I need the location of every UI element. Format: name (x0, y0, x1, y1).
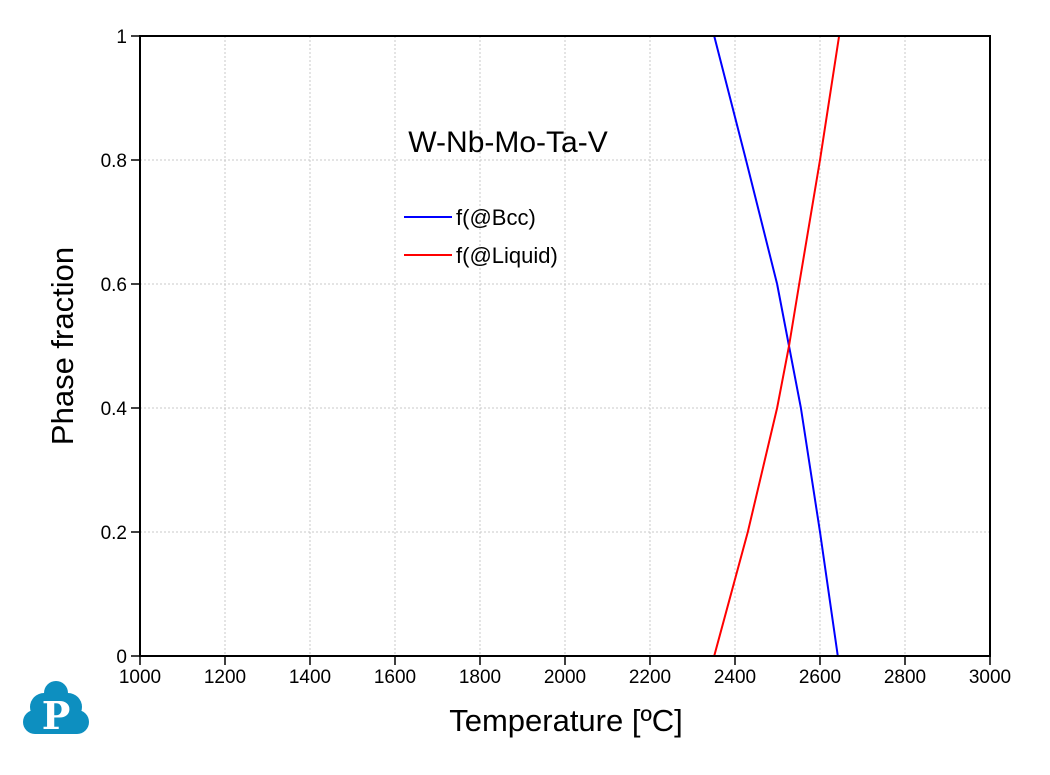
y-tick-label: 0.6 (101, 275, 127, 296)
legend: f(@Bcc) f(@Liquid) (404, 205, 558, 268)
x-tick-label: 1800 (459, 667, 501, 688)
cloud-p-logo-icon: P (23, 681, 89, 738)
x-tick-label: 2200 (629, 667, 671, 688)
x-tick-label: 2400 (714, 667, 756, 688)
y-axis-ticks: 0 0.2 0.4 0.6 0.8 1 (101, 27, 140, 668)
y-tick-label: 1 (116, 27, 127, 48)
x-axis-title: Temperature [ºC] (449, 703, 683, 738)
grid (140, 36, 990, 656)
y-tick-label: 0.2 (101, 523, 127, 544)
x-tick-label: 2000 (544, 667, 586, 688)
y-axis-title: Phase fraction (45, 247, 80, 445)
x-tick-label: 3000 (969, 667, 1011, 688)
y-tick-label: 0 (116, 647, 127, 668)
chart-title: W-Nb-Mo-Ta-V (408, 126, 607, 159)
x-tick-label: 2800 (884, 667, 926, 688)
x-tick-label: 1600 (374, 667, 416, 688)
x-tick-label: 1200 (204, 667, 246, 688)
legend-label: f(@Liquid) (456, 243, 558, 268)
x-tick-label: 1400 (289, 667, 331, 688)
legend-label: f(@Bcc) (456, 205, 536, 230)
y-tick-label: 0.4 (101, 399, 128, 420)
logo-letter: P (42, 693, 71, 738)
x-axis-ticks: 1000 1200 1400 1600 1800 2000 2200 2400 2600 2800… (119, 656, 1011, 688)
y-tick-label: 0.8 (101, 151, 127, 172)
logo: P (22, 677, 90, 741)
x-tick-label: 1000 (119, 667, 161, 688)
x-tick-label: 2600 (799, 667, 841, 688)
series-line-liquid (140, 35, 990, 657)
series-group (140, 35, 990, 657)
